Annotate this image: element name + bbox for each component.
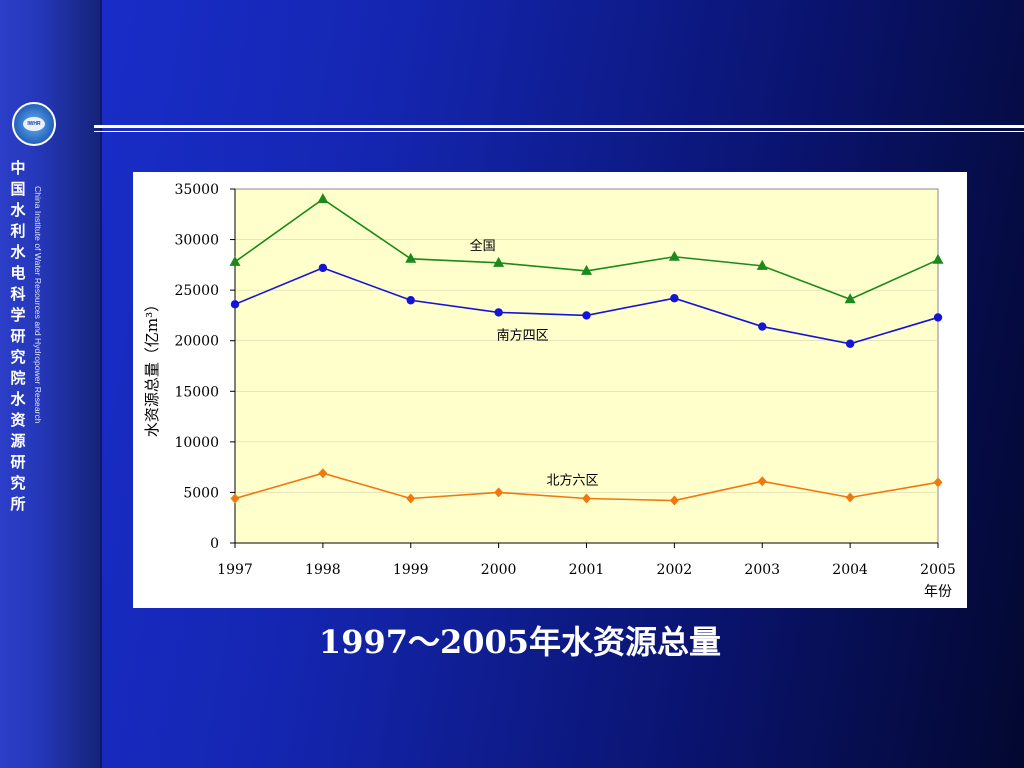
data-point-diamond xyxy=(582,493,591,504)
data-point-circle xyxy=(845,339,855,348)
data-point-triangle xyxy=(493,256,505,267)
y-tick-label: 0 xyxy=(210,536,219,552)
data-point-triangle xyxy=(844,293,856,304)
data-point-diamond xyxy=(669,495,679,506)
data-point-triangle xyxy=(317,193,329,204)
series-label: 全国 xyxy=(470,238,496,254)
x-tick-label: 2004 xyxy=(832,562,868,578)
y-tick-label: 35000 xyxy=(174,182,219,198)
data-point-diamond xyxy=(230,493,240,504)
y-tick-label: 15000 xyxy=(174,384,219,400)
data-point-circle xyxy=(230,300,240,309)
series-label: 北方六区 xyxy=(546,472,598,488)
data-point-diamond xyxy=(757,476,767,487)
data-point-circle xyxy=(582,311,591,320)
x-tick-label: 2001 xyxy=(569,562,605,578)
series-label: 南方四区 xyxy=(497,327,549,343)
plot-area xyxy=(234,188,939,544)
y-tick-label: 10000 xyxy=(174,435,219,451)
data-point-circle xyxy=(494,308,503,317)
data-point-triangle xyxy=(668,250,680,261)
data-point-triangle xyxy=(932,253,944,264)
x-tick-label: 2000 xyxy=(481,562,517,578)
data-point-circle xyxy=(758,322,767,331)
line-chart: 0 5000 10000 15000 20000 25000 30000 35000 1997… xyxy=(143,182,956,600)
data-point-triangle xyxy=(756,259,768,270)
x-tick-label: 1997 xyxy=(217,562,253,578)
data-point-circle xyxy=(406,296,415,305)
data-point-diamond xyxy=(406,493,416,504)
y-tick-label: 25000 xyxy=(174,283,219,299)
logo-text: IWHR xyxy=(23,117,45,131)
y-tick-label: 5000 xyxy=(183,485,219,501)
data-point-diamond xyxy=(933,477,943,488)
slide-caption: 1997～2005年水资源总量 xyxy=(318,623,722,661)
data-point-circle xyxy=(933,313,943,322)
org-name-chinese: 中国水利水电科学研究院水资源研究所 xyxy=(10,159,26,513)
data-point-triangle xyxy=(405,252,417,263)
x-tick-label: 1999 xyxy=(393,562,429,578)
x-tick-label: 2002 xyxy=(657,562,693,578)
y-tick-label: 30000 xyxy=(174,233,219,249)
header-divider-thin xyxy=(94,131,1024,132)
x-tick-label: 1998 xyxy=(305,562,341,578)
x-axis-title: 年份 xyxy=(924,584,952,600)
chart-panel: 0 5000 10000 15000 20000 25000 30000 35000 1997… xyxy=(133,172,967,608)
data-point-diamond xyxy=(318,468,328,479)
data-point-triangle xyxy=(581,264,592,275)
y-tick-label: 20000 xyxy=(174,334,219,350)
header-divider xyxy=(94,125,1024,128)
data-point-circle xyxy=(318,263,328,273)
sidebar-shadow xyxy=(100,0,102,768)
data-point-circle xyxy=(670,294,679,303)
institute-logo: IWHR xyxy=(12,102,56,146)
data-point-diamond xyxy=(494,487,504,498)
org-name-english: China Institute of Water Resources and H… xyxy=(33,186,43,424)
x-tick-label: 2005 xyxy=(920,562,956,578)
y-axis-title: 水资源总量（亿m³） xyxy=(143,297,161,437)
x-tick-label: 2003 xyxy=(744,562,780,578)
data-point-triangle xyxy=(229,255,241,266)
data-point-diamond xyxy=(845,492,855,503)
